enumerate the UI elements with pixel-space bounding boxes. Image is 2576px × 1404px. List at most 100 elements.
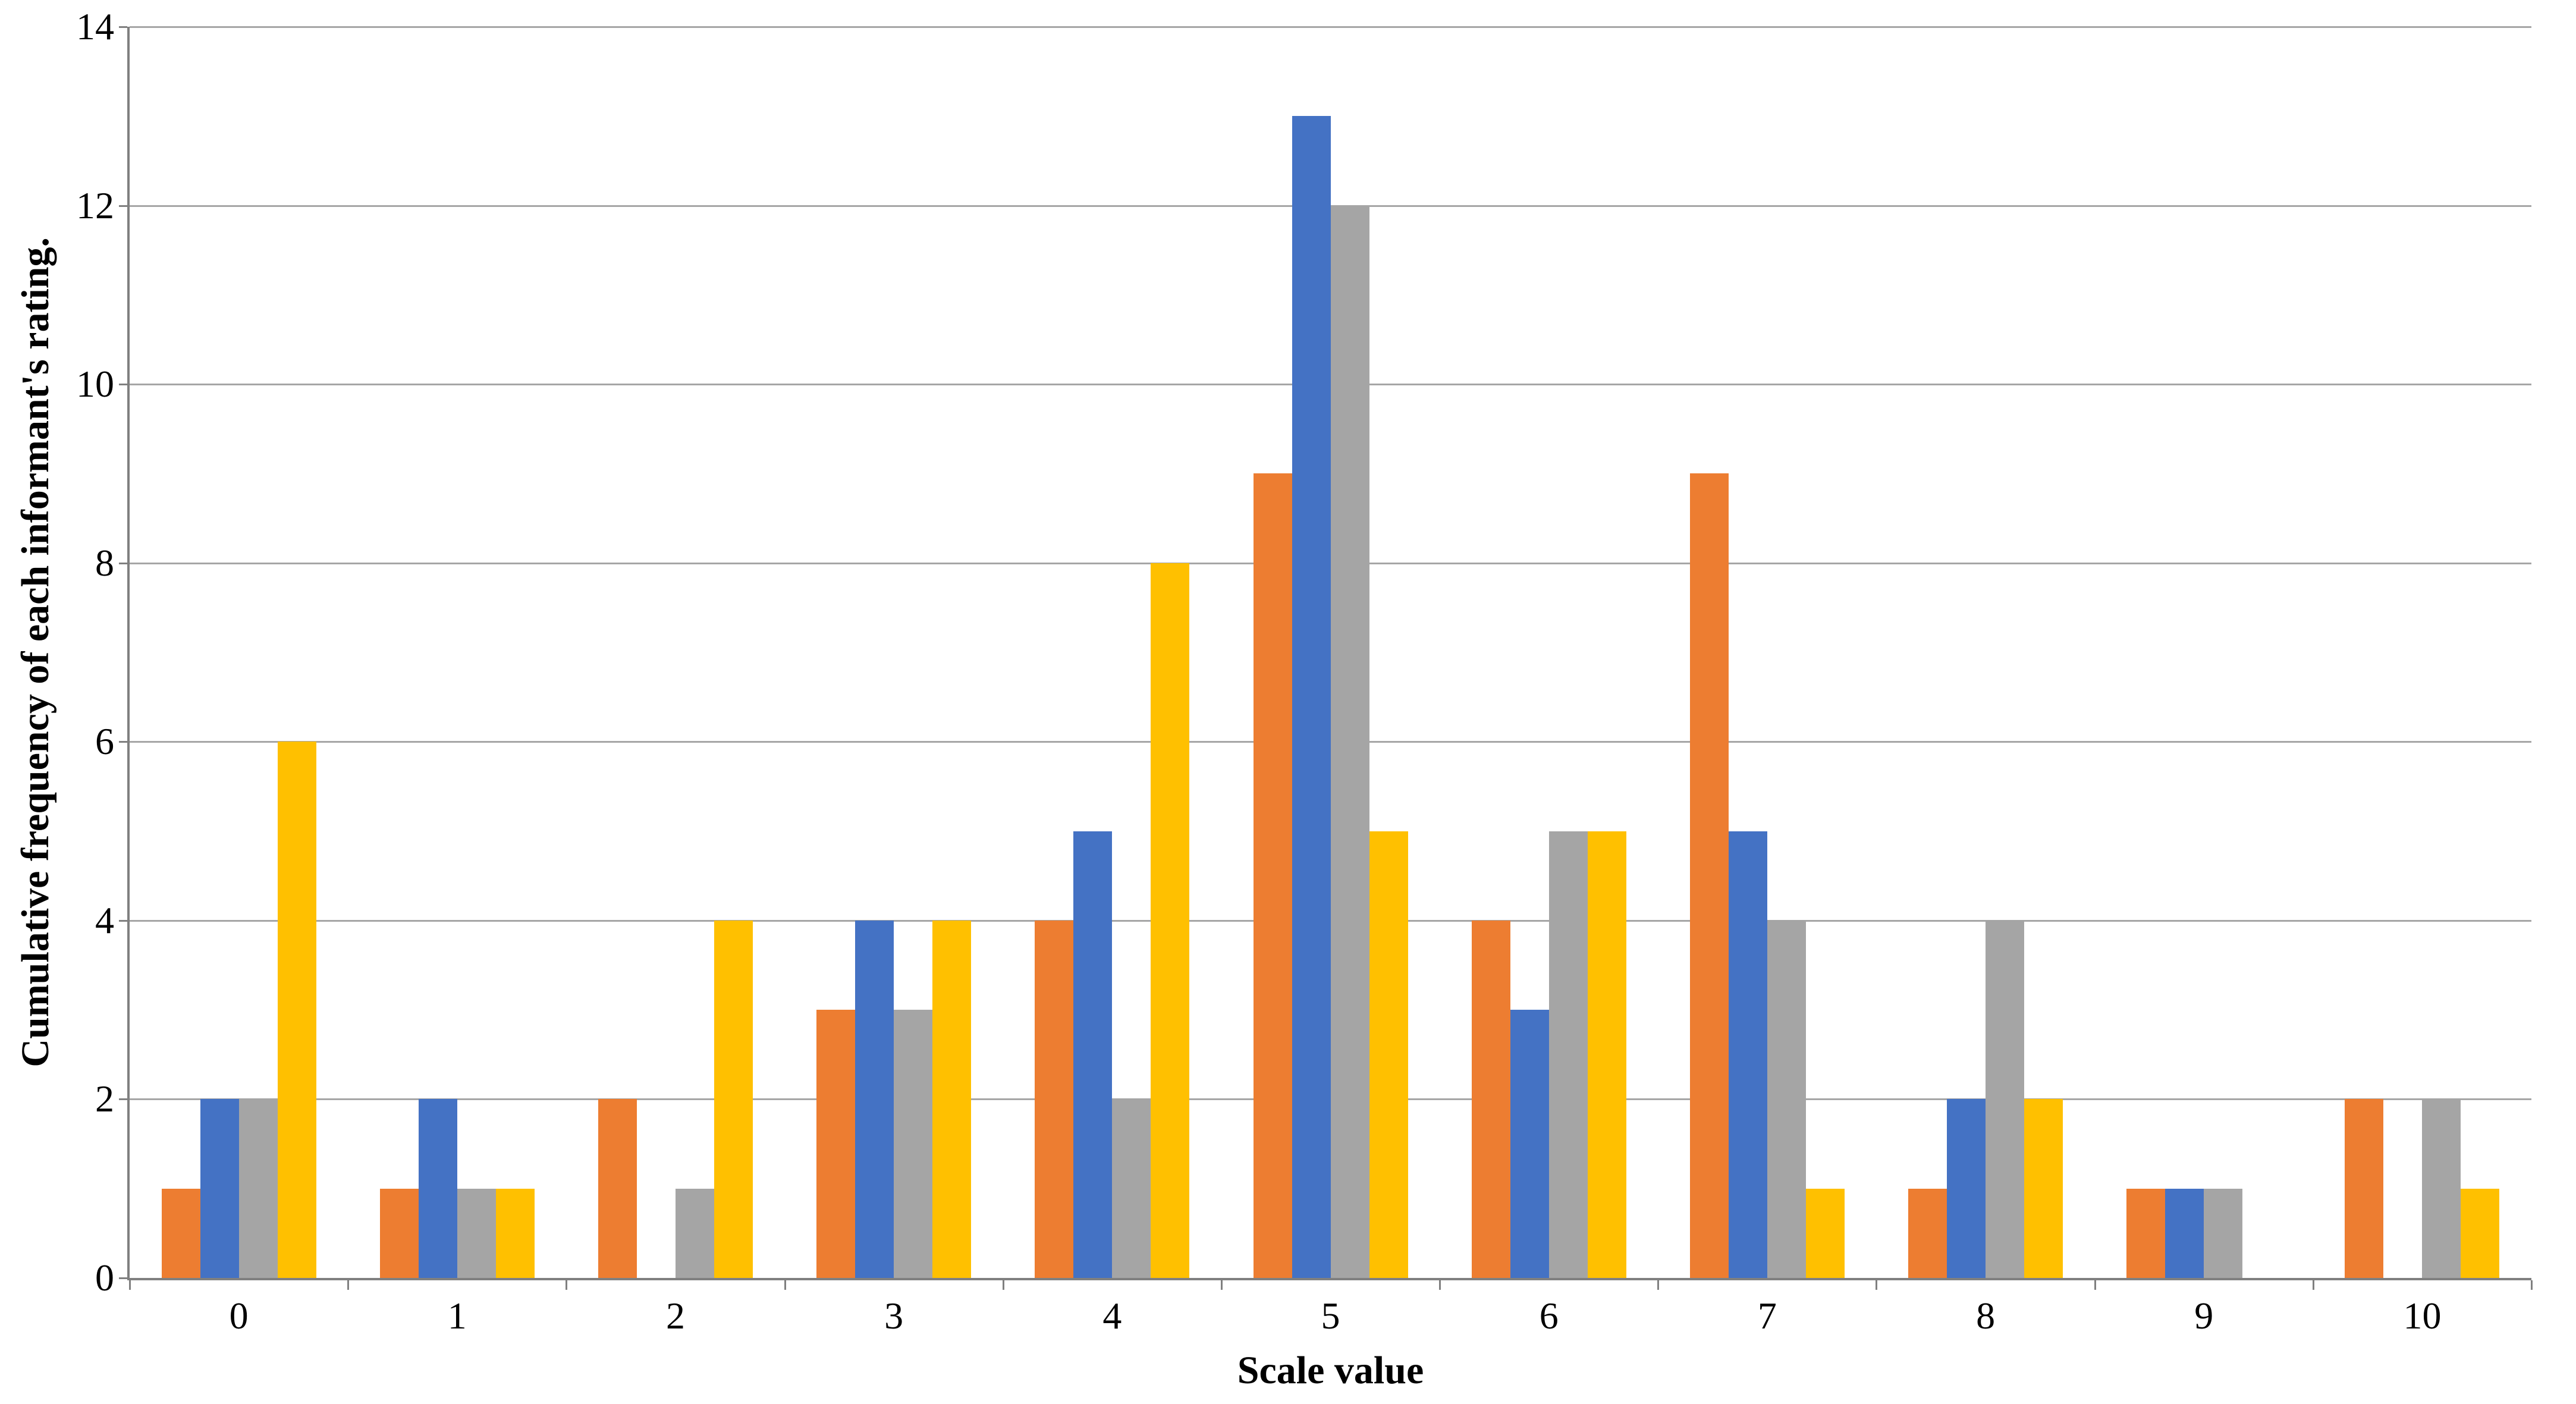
bar-group-x0 [130,27,348,1278]
x-tick-label-7: 7 [1757,1295,1777,1337]
bar-group-x1 [348,27,566,1278]
bar-blue-x6 [1510,1010,1549,1278]
x-tick-mark-2 [566,1280,568,1290]
y-tick-label-6: 6 [95,720,114,763]
bar-group-x2 [566,27,784,1278]
bar-blue-x7 [1728,831,1767,1278]
bar-blue-x3 [855,920,894,1278]
bar-orange-x9 [2126,1188,2166,1278]
bar-gray-x7 [1767,920,1806,1278]
y-tick-mark-4 [119,919,127,922]
bar-orange-x3 [816,1010,856,1278]
bar-orange-x2 [598,1099,637,1278]
bar-gray-x10 [2422,1099,2461,1278]
x-tick-mark-7 [1657,1280,1660,1290]
bar-yellow-x3 [932,920,972,1278]
y-tick-label-14: 14 [76,5,114,48]
x-axis-line [127,1278,2531,1280]
y-tick-mark-12 [119,205,127,207]
x-tick-mark-9 [2094,1280,2096,1290]
bar-orange-x1 [379,1188,419,1278]
y-tick-mark-2 [119,1098,127,1101]
x-tick-mark-10 [2312,1280,2314,1290]
bar-orange-x4 [1035,920,1074,1278]
bar-orange-x7 [1689,473,1729,1278]
bar-yellow-x8 [2024,1099,2063,1278]
bar-gray-x2 [675,1188,714,1278]
x-tick-mark-6 [1439,1280,1441,1290]
y-tick-mark-14 [119,26,127,28]
x-tick-mark-3 [784,1280,786,1290]
bar-group-x3 [785,27,1003,1278]
bar-blue-x9 [2165,1188,2204,1278]
x-tick-mark-11 [2531,1280,2533,1290]
bar-gray-x6 [1548,831,1588,1278]
gridline-14 [130,26,2531,28]
x-tick-mark-4 [1002,1280,1004,1290]
bar-group-x10 [2313,27,2531,1278]
bar-gray-x4 [1112,1099,1151,1278]
x-tick-label-10: 10 [2403,1295,2442,1337]
bar-orange-x6 [1471,920,1510,1278]
bar-group-x4 [1003,27,1221,1278]
plot-area [119,26,2533,1290]
bar-blue-x5 [1292,116,1331,1278]
bar-yellow-x0 [277,742,316,1278]
y-tick-mark-10 [119,384,127,386]
y-tick-mark-8 [119,562,127,564]
y-tick-label-12: 12 [76,184,114,227]
y-tick-label-8: 8 [95,541,114,584]
bar-group-x6 [1440,27,1658,1278]
bar-groups [130,27,2531,1278]
bar-group-x9 [2095,27,2313,1278]
bar-orange-x0 [161,1188,200,1278]
bar-yellow-x10 [2461,1188,2500,1278]
y-tick-label-2: 2 [95,1078,114,1120]
x-tick-label-1: 1 [447,1295,467,1337]
bar-orange-x10 [2345,1099,2384,1278]
bar-orange-x5 [1253,473,1292,1278]
x-axis-title: Scale value [1237,1349,1424,1392]
x-tick-mark-0 [129,1280,131,1290]
x-tick-label-8: 8 [1976,1295,1996,1337]
y-tick-label-4: 4 [95,899,114,941]
bar-gray-x8 [1986,920,2025,1278]
bar-gray-x9 [2204,1188,2243,1278]
x-axis-tick-labels: 0 1 2 3 4 5 6 7 8 9 10 [130,1294,2531,1338]
y-tick-label-10: 10 [76,363,114,406]
bar-yellow-x6 [1587,831,1626,1278]
bar-yellow-x5 [1369,831,1408,1278]
bar-yellow-x4 [1151,563,1190,1278]
x-tick-label-2: 2 [665,1295,685,1337]
bar-gray-x3 [894,1010,933,1278]
bar-gray-x0 [238,1099,278,1278]
bar-group-x5 [1221,27,1440,1278]
x-tick-label-3: 3 [884,1295,904,1337]
y-axis-line [127,27,130,1280]
bar-blue-x0 [200,1099,239,1278]
bar-blue-x1 [418,1099,457,1278]
bar-gray-x5 [1330,205,1369,1278]
bar-yellow-x1 [495,1188,535,1278]
y-tick-mark-0 [119,1277,127,1279]
x-tick-label-4: 4 [1102,1295,1122,1337]
bar-orange-x8 [1908,1188,1947,1278]
bar-gray-x1 [457,1188,496,1278]
bar-blue-x8 [1947,1099,1986,1278]
bar-blue-x4 [1073,831,1113,1278]
x-tick-mark-1 [347,1280,350,1290]
x-tick-label-9: 9 [2194,1295,2214,1337]
y-axis-tick-labels: 0 2 4 6 8 10 12 14 [0,8,114,1297]
x-tick-label-5: 5 [1321,1295,1340,1337]
x-tick-label-6: 6 [1539,1295,1559,1337]
x-tick-mark-5 [1220,1280,1223,1290]
bar-group-x7 [1658,27,1876,1278]
x-tick-mark-8 [1876,1280,1878,1290]
bar-yellow-x7 [1805,1188,1845,1278]
x-tick-label-0: 0 [229,1295,249,1337]
bar-yellow-x2 [714,920,753,1278]
bar-group-x8 [1877,27,2095,1278]
y-tick-mark-6 [119,741,127,743]
y-tick-label-0: 0 [95,1257,114,1299]
